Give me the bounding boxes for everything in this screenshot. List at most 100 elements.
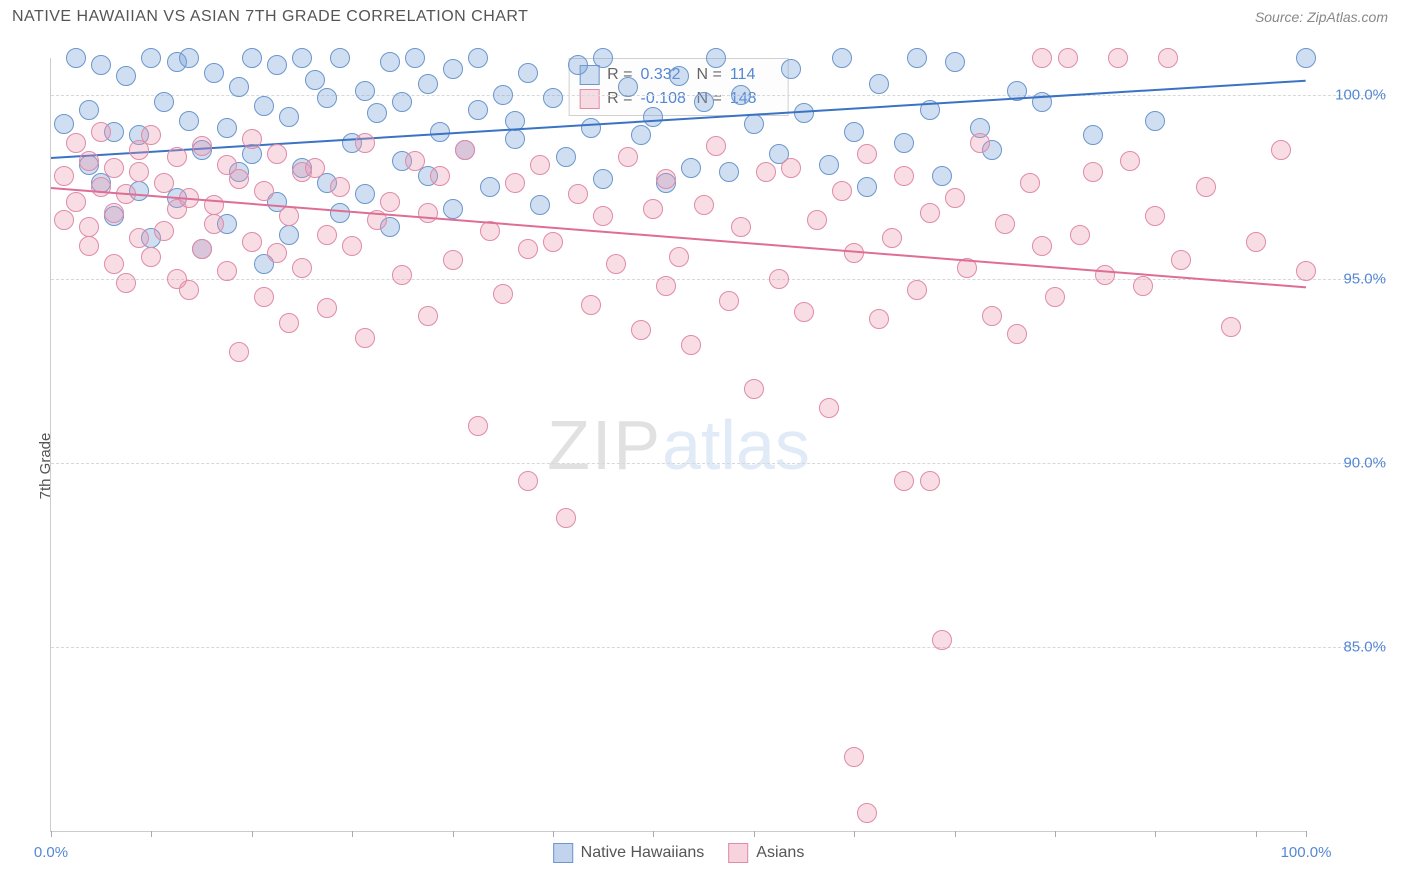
x-tick xyxy=(352,831,353,837)
data-point xyxy=(317,225,337,245)
data-point xyxy=(556,508,576,528)
data-point xyxy=(894,133,914,153)
data-point xyxy=(443,250,463,270)
data-point xyxy=(79,217,99,237)
data-point xyxy=(54,210,74,230)
legend-swatch xyxy=(553,843,573,863)
data-point xyxy=(719,162,739,182)
data-point xyxy=(54,166,74,186)
data-point xyxy=(104,158,124,178)
data-point xyxy=(79,236,99,256)
data-point xyxy=(832,181,852,201)
data-point xyxy=(355,184,375,204)
data-point xyxy=(229,77,249,97)
data-point xyxy=(242,232,262,252)
data-point xyxy=(66,133,86,153)
data-point xyxy=(129,228,149,248)
data-point xyxy=(731,217,751,237)
stat-n-value: 114 xyxy=(730,63,778,87)
data-point xyxy=(1145,111,1165,131)
watermark-part2: atlas xyxy=(662,406,810,484)
data-point xyxy=(631,320,651,340)
data-point xyxy=(1120,151,1140,171)
data-point xyxy=(430,166,450,186)
data-point xyxy=(355,133,375,153)
data-point xyxy=(518,471,538,491)
data-point xyxy=(116,273,136,293)
data-point xyxy=(982,306,1002,326)
data-point xyxy=(179,280,199,300)
legend-item: Native Hawaiians xyxy=(553,843,705,863)
data-point xyxy=(292,48,312,68)
data-point xyxy=(1083,162,1103,182)
gridline-h xyxy=(51,279,1386,280)
data-point xyxy=(618,77,638,97)
x-tick xyxy=(252,831,253,837)
data-point xyxy=(606,254,626,274)
data-point xyxy=(756,162,776,182)
y-tick-label: 100.0% xyxy=(1312,86,1386,103)
data-point xyxy=(455,140,475,160)
data-point xyxy=(129,162,149,182)
data-point xyxy=(204,63,224,83)
x-tick xyxy=(1055,831,1056,837)
x-tick xyxy=(453,831,454,837)
data-point xyxy=(292,258,312,278)
y-tick-label: 90.0% xyxy=(1312,454,1386,471)
data-point xyxy=(267,144,287,164)
data-point xyxy=(1221,317,1241,337)
data-point xyxy=(781,158,801,178)
data-point xyxy=(192,136,212,156)
data-point xyxy=(443,199,463,219)
gridline-h xyxy=(51,463,1386,464)
gridline-h xyxy=(51,647,1386,648)
data-point xyxy=(405,48,425,68)
data-point xyxy=(279,313,299,333)
data-point xyxy=(719,291,739,311)
data-point xyxy=(1171,250,1191,270)
data-point xyxy=(995,214,1015,234)
data-point xyxy=(179,48,199,68)
data-point xyxy=(932,166,952,186)
x-tick xyxy=(754,831,755,837)
data-point xyxy=(1271,140,1291,160)
x-tick xyxy=(1306,831,1307,837)
x-tick xyxy=(553,831,554,837)
data-point xyxy=(380,192,400,212)
legend: Native HawaiiansAsians xyxy=(553,843,805,863)
data-point xyxy=(894,471,914,491)
data-point xyxy=(342,236,362,256)
data-point xyxy=(468,100,488,120)
data-point xyxy=(568,55,588,75)
data-point xyxy=(154,173,174,193)
data-point xyxy=(945,188,965,208)
data-point xyxy=(832,48,852,68)
data-point xyxy=(405,151,425,171)
data-point xyxy=(305,158,325,178)
data-point xyxy=(79,100,99,120)
watermark: ZIPatlas xyxy=(547,405,810,485)
x-tick xyxy=(51,831,52,837)
data-point xyxy=(869,74,889,94)
data-point xyxy=(242,48,262,68)
data-point xyxy=(844,122,864,142)
y-tick-label: 95.0% xyxy=(1312,270,1386,287)
data-point xyxy=(1196,177,1216,197)
data-point xyxy=(505,173,525,193)
data-point xyxy=(254,181,274,201)
data-point xyxy=(907,48,927,68)
data-point xyxy=(1296,261,1316,281)
data-point xyxy=(1032,48,1052,68)
data-point xyxy=(66,48,86,68)
data-point xyxy=(418,203,438,223)
data-point xyxy=(167,147,187,167)
data-point xyxy=(279,206,299,226)
x-tick-label: 0.0% xyxy=(34,844,68,861)
data-point xyxy=(317,298,337,318)
data-point xyxy=(681,335,701,355)
chart-container: 7th Grade ZIPatlas R =0.332N =114R =-0.1… xyxy=(0,40,1406,892)
data-point xyxy=(141,48,161,68)
data-point xyxy=(1045,287,1065,307)
data-point xyxy=(807,210,827,230)
data-point xyxy=(643,199,663,219)
